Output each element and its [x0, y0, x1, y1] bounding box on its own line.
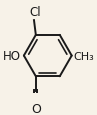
Text: CH₃: CH₃: [74, 51, 94, 61]
Text: Cl: Cl: [29, 6, 41, 19]
Text: HO: HO: [3, 50, 21, 63]
Text: O: O: [31, 103, 41, 115]
